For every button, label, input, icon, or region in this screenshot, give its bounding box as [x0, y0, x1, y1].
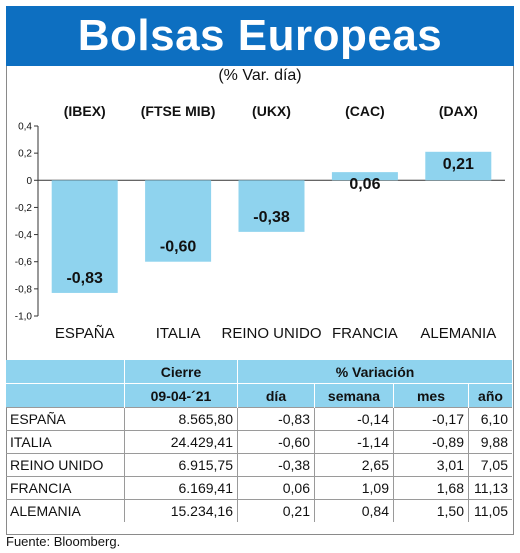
category-label: ITALIA — [156, 325, 201, 342]
title-bar: Bolsas Europeas — [6, 6, 514, 66]
index-label: (DAX) — [439, 103, 478, 119]
value-label: -0,60 — [160, 239, 197, 256]
index-label: (CAC) — [345, 103, 385, 119]
cell-ano: 6,10 — [468, 407, 512, 431]
y-tick-label: -0,8 — [15, 284, 33, 295]
cell-dia: -0,83 — [237, 407, 315, 431]
table-header-date: 09-04-´21 — [124, 383, 238, 408]
table-row: ITALIA 24.429,41 -0,60 -1,14 -0,89 9,88 — [6, 430, 512, 454]
cell-semana: -0,14 — [314, 407, 394, 431]
table-row: FRANCIA 6.169,41 0,06 1,09 1,68 11,13 — [6, 476, 512, 500]
index-label: (UKX) — [252, 103, 291, 119]
table-header-variacion: % Variación — [237, 360, 512, 384]
value-label: 0,21 — [443, 156, 474, 173]
page-title: Bolsas Europeas — [77, 11, 443, 60]
value-label: 0,06 — [349, 176, 380, 193]
cell-dia: -0,60 — [237, 430, 315, 454]
cell-mes: 1,68 — [393, 476, 469, 500]
bar — [51, 180, 118, 293]
table-header-blank — [6, 360, 125, 384]
cell-mes: -0,89 — [393, 430, 469, 454]
cell-dia: -0,38 — [237, 453, 315, 477]
category-label: FRANCIA — [332, 325, 398, 342]
table-header-semana: semana — [314, 383, 394, 408]
table-header-ano: año — [468, 383, 512, 408]
table-row: REINO UNIDO 6.915,75 -0,38 2,65 3,01 7,0… — [6, 453, 512, 477]
cell-country: ITALIA — [6, 430, 125, 454]
y-tick-label: -0,6 — [15, 257, 33, 268]
source-note: Fuente: Bloomberg. — [6, 534, 121, 549]
cell-semana: 1,09 — [314, 476, 394, 500]
category-label: ALEMANIA — [420, 325, 496, 342]
cell-dia: 0,21 — [237, 499, 315, 522]
table-row: ESPAÑA 8.565,80 -0,83 -0,14 -0,17 6,10 — [6, 407, 512, 431]
table-header-cierre: Cierre — [124, 360, 238, 384]
index-label: (IBEX) — [64, 103, 106, 119]
cell-country: ALEMANIA — [6, 499, 125, 522]
cell-mes: 3,01 — [393, 453, 469, 477]
cell-ano: 9,88 — [468, 430, 512, 454]
bar — [145, 180, 212, 262]
table-header-mes: mes — [393, 383, 469, 408]
cell-cierre: 24.429,41 — [124, 430, 238, 454]
cell-ano: 11,05 — [468, 499, 512, 522]
cell-country: REINO UNIDO — [6, 453, 125, 477]
cell-ano: 7,05 — [468, 453, 512, 477]
value-label: -0,38 — [253, 209, 290, 226]
cell-country: ESPAÑA — [6, 407, 125, 431]
y-tick-label: -1,0 — [15, 312, 33, 323]
cell-dia: 0,06 — [237, 476, 315, 500]
cell-ano: 11,13 — [468, 476, 512, 500]
value-label: -0,83 — [66, 270, 103, 287]
category-label: REINO UNIDO — [221, 325, 321, 342]
data-table: Cierre % Variación 09-04-´21 día semana … — [6, 360, 512, 522]
bar — [331, 172, 398, 181]
bar — [238, 180, 305, 232]
bar-chart: 0,4 0,2 0 -0,2 -0,4 -0,6 -0,8 -1,0 (IBEX) ESPAÑA -… — [15, 103, 505, 342]
cell-semana: 0,84 — [314, 499, 394, 522]
table-row: ALEMANIA 15.234,16 0,21 0,84 1,50 11,05 — [6, 499, 512, 522]
category-label: ESPAÑA — [55, 325, 115, 342]
cell-cierre: 8.565,80 — [124, 407, 238, 431]
y-tick-label: 0 — [26, 176, 32, 187]
cell-cierre: 6.915,75 — [124, 453, 238, 477]
table-header-dia: día — [237, 383, 315, 408]
y-tick-label: -0,4 — [15, 230, 33, 241]
index-label: (FTSE MIB) — [141, 103, 216, 119]
cell-mes: -0,17 — [393, 407, 469, 431]
bar — [425, 151, 492, 181]
cell-cierre: 6.169,41 — [124, 476, 238, 500]
cell-country: FRANCIA — [6, 476, 125, 500]
table-header-blank-2 — [6, 383, 125, 408]
cell-mes: 1,50 — [393, 499, 469, 522]
cell-cierre: 15.234,16 — [124, 499, 238, 522]
y-tick-label: -0,2 — [15, 203, 33, 214]
y-tick-label: 0,2 — [18, 149, 32, 160]
cell-semana: 2,65 — [314, 453, 394, 477]
chart-subtitle: (% Var. día) — [218, 67, 302, 84]
cell-semana: -1,14 — [314, 430, 394, 454]
y-tick-label: 0,4 — [18, 122, 32, 133]
